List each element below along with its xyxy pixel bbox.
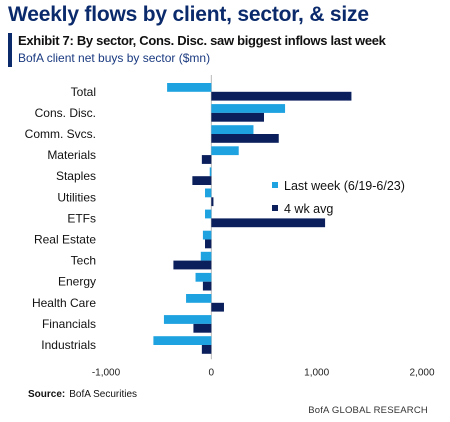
source-note: Source: BofA Securities bbox=[28, 389, 137, 400]
legend-label-last-week: Last week (6/19-6/23) bbox=[284, 179, 405, 193]
bar-4wk-avg bbox=[211, 134, 279, 143]
category-label: Staples bbox=[56, 169, 96, 183]
bar-4wk-avg bbox=[201, 345, 212, 354]
footer-brand: BofA GLOBAL RESEARCH bbox=[308, 405, 428, 416]
category-label: Materials bbox=[47, 148, 96, 162]
legend-swatch-last-week bbox=[272, 182, 278, 188]
category-label: Real Estate bbox=[34, 233, 96, 247]
bar-last-week bbox=[167, 83, 212, 92]
exhibit-title: Exhibit 7: By sector, Cons. Disc. saw bi… bbox=[18, 33, 386, 48]
bar-4wk-avg bbox=[193, 323, 212, 333]
category-label: Utilities bbox=[57, 190, 96, 204]
bar-4wk-avg bbox=[201, 155, 212, 164]
category-label: Tech bbox=[71, 254, 96, 268]
page-headline: Weekly flows by client, sector, & size bbox=[8, 3, 369, 26]
category-label: Financials bbox=[42, 317, 96, 331]
category-label: Energy bbox=[58, 275, 96, 289]
bar-last-week bbox=[200, 251, 212, 261]
exhibit-subtitle: BofA client net buys by sector ($mn) bbox=[18, 51, 211, 65]
bar-4wk-avg bbox=[211, 302, 224, 312]
bar-last-week bbox=[211, 125, 254, 134]
bar-4wk-avg bbox=[211, 112, 264, 122]
bar-4wk-avg bbox=[211, 91, 352, 101]
x-tick-label: 2,000 bbox=[409, 367, 434, 378]
bar-last-week bbox=[209, 167, 212, 177]
bar-last-week bbox=[163, 315, 212, 324]
category-label: Total bbox=[71, 85, 96, 99]
bar-last-week bbox=[211, 104, 286, 113]
x-tick-label: -1,000 bbox=[92, 367, 121, 378]
legend-swatch-4wk-avg bbox=[272, 205, 278, 211]
category-label: ETFs bbox=[67, 211, 96, 225]
category-label: Health Care bbox=[32, 296, 96, 310]
bar-4wk-avg bbox=[202, 281, 212, 291]
bar-last-week bbox=[202, 230, 212, 240]
source-label: Source: bbox=[28, 389, 66, 400]
bar-4wk-avg bbox=[211, 197, 214, 207]
legend-label-4wk-avg: 4 wk avg bbox=[284, 202, 333, 216]
x-tick-label: 0 bbox=[209, 367, 215, 378]
bar-4wk-avg bbox=[192, 176, 212, 185]
bar-chart: Total Cons. Disc. Comm. Svcs. Materials Stap… bbox=[25, 75, 435, 378]
bar-last-week bbox=[205, 209, 212, 219]
category-label: Industrials bbox=[41, 338, 96, 352]
bar-4wk-avg bbox=[205, 239, 212, 249]
bar-4wk-avg bbox=[211, 218, 326, 228]
category-label: Cons. Disc. bbox=[35, 106, 96, 120]
x-tick-label: 1,000 bbox=[304, 367, 329, 378]
bar-last-week bbox=[186, 294, 212, 303]
category-label: Comm. Svcs. bbox=[25, 127, 96, 141]
bar-last-week bbox=[211, 146, 239, 156]
bar-last-week bbox=[205, 188, 212, 198]
bar-4wk-avg bbox=[173, 260, 212, 270]
bar-last-week bbox=[153, 336, 212, 345]
exhibit-accent-bar bbox=[8, 33, 12, 67]
source-text: BofA Securities bbox=[69, 389, 138, 400]
bar-last-week bbox=[195, 272, 212, 282]
